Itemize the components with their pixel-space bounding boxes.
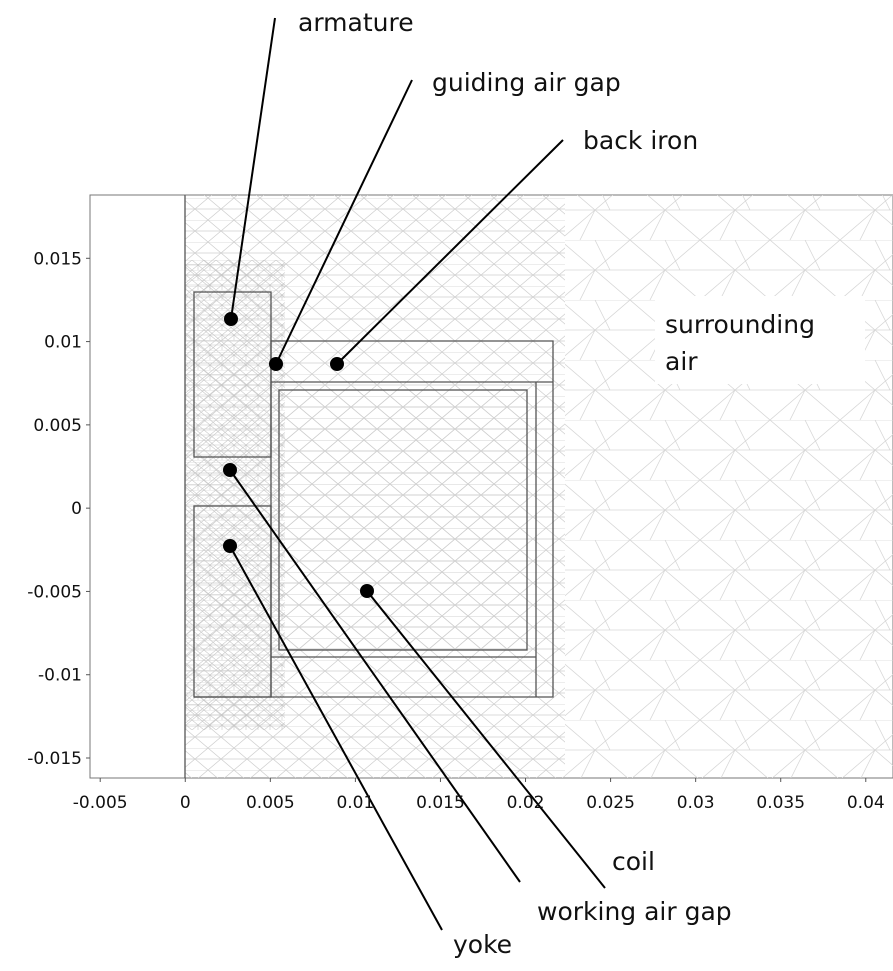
mesh bbox=[185, 260, 285, 730]
mesh bbox=[565, 195, 893, 778]
marker bbox=[330, 357, 344, 371]
label: air bbox=[665, 347, 698, 376]
marker bbox=[269, 357, 283, 371]
y-tick-label: -0.005 bbox=[27, 582, 82, 602]
label: surrounding bbox=[665, 310, 815, 339]
x-tick-label: 0.01 bbox=[336, 793, 374, 813]
x-tick-label: 0.04 bbox=[847, 793, 885, 813]
label: yoke bbox=[453, 930, 512, 959]
mesh bbox=[279, 390, 527, 650]
y-tick-label: 0.005 bbox=[33, 416, 82, 436]
marker bbox=[223, 539, 237, 553]
y-tick-label: 0.015 bbox=[33, 249, 82, 269]
marker bbox=[223, 463, 237, 477]
label: guiding air gap bbox=[432, 68, 621, 97]
x-tick-label: 0.025 bbox=[586, 793, 635, 813]
x-tick-label: -0.005 bbox=[73, 793, 128, 813]
x-tick-label: 0.03 bbox=[677, 793, 715, 813]
label: armature bbox=[298, 8, 414, 37]
x-tick-label: 0.015 bbox=[416, 793, 465, 813]
x-tick-label: 0 bbox=[180, 793, 191, 813]
x-tick-label: 0.035 bbox=[756, 793, 805, 813]
page: Magnet mesh diagram html, body { margin:… bbox=[0, 0, 893, 971]
marker bbox=[224, 312, 238, 326]
x-tick-label: 0.005 bbox=[246, 793, 295, 813]
label: working air gap bbox=[537, 897, 732, 926]
diagram: armature guiding air gap back iron surro… bbox=[0, 0, 893, 971]
label: coil bbox=[612, 847, 655, 876]
y-tick-label: 0 bbox=[71, 499, 82, 519]
plot-area bbox=[90, 195, 893, 778]
x-tick-label: 0.02 bbox=[507, 793, 545, 813]
y-tick-label: -0.01 bbox=[38, 666, 82, 686]
y-tick-label: -0.015 bbox=[27, 749, 82, 769]
y-tick-label: 0.01 bbox=[44, 333, 82, 353]
page-body: {"axes": {"xlim": [-0.0056, 0.0416], "yl… bbox=[0, 0, 893, 971]
marker bbox=[360, 584, 374, 598]
label: back iron bbox=[583, 126, 698, 155]
